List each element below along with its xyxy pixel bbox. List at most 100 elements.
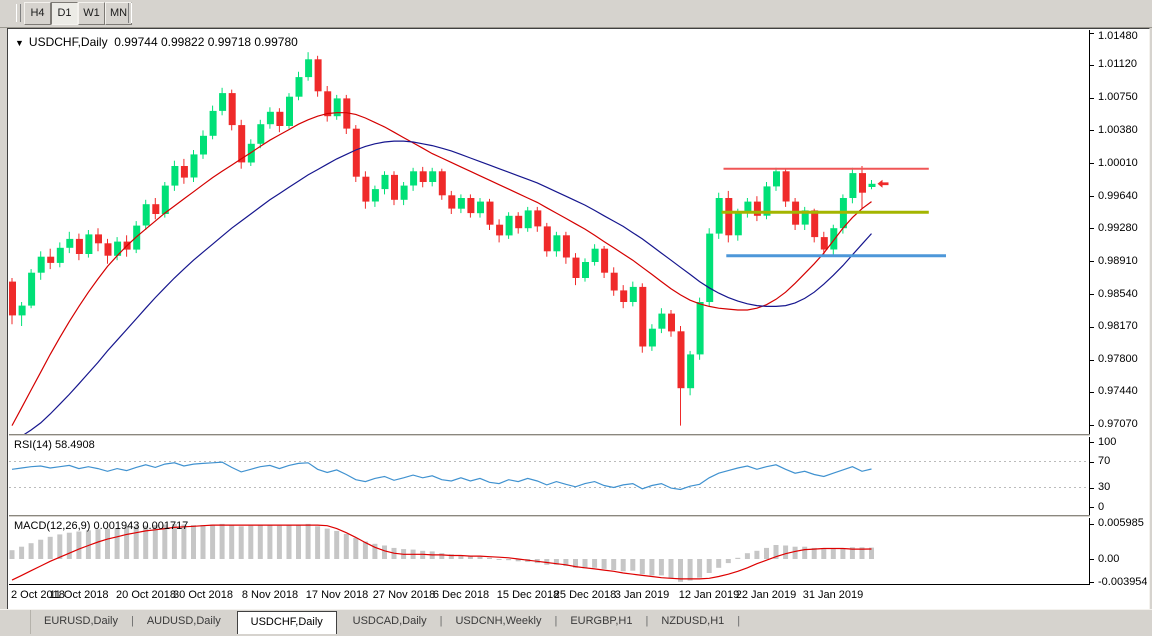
timeframe-button-h4[interactable]: H4: [24, 2, 51, 25]
axis-tick-mark: [1090, 442, 1094, 443]
macd-signal-line: [11, 524, 872, 581]
axis-tick-mark: [1090, 130, 1094, 131]
chart-tab-bar: EURUSD,Daily | AUDUSD,Daily | USDCHF,Dai…: [0, 609, 1152, 634]
rsi-name: RSI(14): [14, 439, 52, 451]
axis-tick-mark: [1090, 327, 1094, 328]
rsi-line: [11, 461, 872, 491]
tab-separator: |: [737, 615, 741, 627]
axis-label: 0.98170: [1098, 320, 1138, 332]
toolbar-separator: [128, 3, 132, 23]
time-axis-border: [9, 584, 1090, 585]
tab-audusd-daily[interactable]: AUDUSD,Daily: [146, 615, 221, 627]
axis-label: 0.00: [1098, 553, 1120, 565]
axis-tick-mark: [1090, 559, 1094, 560]
time-axis-label: 15 Dec 2018: [496, 589, 560, 601]
tab-eurusd-daily[interactable]: EURUSD,Daily: [44, 615, 118, 627]
tab-separator: |: [130, 615, 134, 627]
time-axis-label: 20 Oct 2018: [116, 589, 176, 601]
rsi-value: 58.4908: [54, 439, 95, 451]
symbol-dropdown-icon[interactable]: ▼: [15, 38, 24, 48]
axis-tick-mark: [1090, 33, 1094, 34]
time-axis-label: 6 Dec 2018: [432, 589, 490, 601]
pane-splitter-macd[interactable]: [9, 515, 1147, 518]
time-axis-label: 30 Oct 2018: [173, 589, 233, 601]
time-axis-label: 22 Jan 2019: [735, 589, 797, 601]
toolbar-grip[interactable]: [16, 4, 21, 22]
axis-tick-mark: [1090, 392, 1094, 393]
axis-label: 0.99640: [1098, 190, 1138, 202]
axis-tick-mark: [1090, 425, 1094, 426]
axis-tick-mark: [1090, 462, 1094, 463]
axis-tick-mark: [1090, 261, 1094, 262]
tab-separator: |: [554, 615, 558, 627]
macd-label: MACD(12,26,9) 0.001943 0.001717: [14, 520, 188, 532]
price-axis[interactable]: 0.99780 1.014801.011201.007501.003801.00…: [1090, 30, 1147, 607]
axis-label: 70: [1098, 455, 1111, 467]
axis-tick-mark: [1090, 65, 1094, 66]
chart-title: ▼ USDCHF,Daily 0.99744 0.99822 0.99718 0.…: [15, 35, 298, 49]
chart-window-content: ▼ USDCHF,Daily 0.99744 0.99822 0.99718 0.…: [9, 30, 1147, 608]
macd-histogram: [9, 523, 874, 582]
tab-eurgbp-h1[interactable]: EURGBP,H1: [570, 615, 633, 627]
time-axis-label: 12 Jan 2019: [678, 589, 740, 601]
tab-separator: |: [645, 615, 649, 627]
pane-splitter-rsi[interactable]: [9, 434, 1147, 437]
axis-tick-mark: [1090, 582, 1094, 583]
timeframe-button-d1[interactable]: D1: [51, 2, 78, 25]
time-axis-label: 27 Nov 2018: [372, 589, 436, 601]
time-axis-label: 2 Oct 2018: [11, 589, 65, 601]
axis-label: 0: [1098, 501, 1105, 513]
timeframe-toolbar: H4 D1 W1 MN: [0, 0, 1152, 28]
tab-separator: |: [439, 615, 443, 627]
macd-canvas[interactable]: [9, 518, 1089, 584]
timeframe-button-w1[interactable]: W1: [78, 2, 105, 25]
axis-tick-mark: [1090, 360, 1094, 361]
axis-label: 0.97440: [1098, 385, 1138, 397]
tab-usdcad-daily[interactable]: USDCAD,Daily: [352, 615, 427, 627]
axis-label: 1.00750: [1098, 91, 1138, 103]
axis-label: 0.98540: [1098, 288, 1138, 300]
axis-tick-mark: [1090, 163, 1094, 164]
axis-label: 30: [1098, 481, 1111, 493]
ma-navy-line: [23, 140, 872, 434]
chart-ohlc-values: 0.99744 0.99822 0.99718 0.99780: [114, 35, 298, 49]
candlestick-canvas[interactable]: [9, 30, 1089, 434]
axis-label: 1.00010: [1098, 157, 1138, 169]
rsi-label: RSI(14) 58.4908: [14, 439, 95, 451]
axis-label: 0.97070: [1098, 418, 1138, 430]
tab-usdchf-daily[interactable]: USDCHF,Daily: [236, 611, 337, 634]
axis-tick-mark: [1090, 98, 1094, 99]
time-axis-label: 31 Jan 2019: [802, 589, 864, 601]
axis-label: 0.005985: [1098, 517, 1144, 529]
tab-usdcnh-weekly[interactable]: USDCNH,Weekly: [455, 615, 542, 627]
time-axis[interactable]: 2 Oct 2018 11 Oct 2018 20 Oct 2018 30 Oct 2…: [9, 585, 1147, 608]
tab-nzdusd-h1[interactable]: NZDUSD,H1: [661, 615, 725, 627]
axis-label: -0.003954: [1098, 576, 1147, 588]
main-chart-pane[interactable]: ▼ USDCHF,Daily 0.99744 0.99822 0.99718 0.…: [9, 30, 1090, 434]
time-axis-label: 3 Jan 2019: [614, 589, 670, 601]
macd-values: 0.001943 0.001717: [93, 520, 189, 532]
axis-tick-mark: [1090, 524, 1094, 525]
tab-bar-lead: [0, 610, 31, 634]
axis-label: 1.01480: [1098, 30, 1138, 42]
axis-tick-mark: [1090, 196, 1094, 197]
time-axis-label: 17 Nov 2018: [305, 589, 369, 601]
rsi-canvas[interactable]: [9, 437, 1089, 515]
axis-label: 100: [1098, 436, 1117, 448]
chart-symbol-label: USDCHF,Daily: [28, 35, 108, 49]
macd-pane[interactable]: MACD(12,26,9) 0.001943 0.001717: [9, 518, 1090, 584]
ma-red-line: [11, 112, 872, 426]
last-price-marker-icon: [877, 179, 889, 188]
macd-name: MACD(12,26,9): [14, 520, 91, 532]
axis-tick-mark: [1090, 228, 1094, 229]
axis-label: 0.99280: [1098, 222, 1138, 234]
time-axis-label: 8 Nov 2018: [241, 589, 299, 601]
candles-layer: [9, 52, 876, 426]
axis-tick-mark: [1090, 294, 1094, 295]
rsi-pane[interactable]: RSI(14) 58.4908: [9, 437, 1090, 515]
axis-tick-mark: [1090, 507, 1094, 508]
time-axis-label: 25 Dec 2018: [553, 589, 617, 601]
axis-label: 0.97800: [1098, 353, 1138, 365]
axis-label: 1.00380: [1098, 124, 1138, 136]
axis-label: 0.98910: [1098, 255, 1138, 267]
